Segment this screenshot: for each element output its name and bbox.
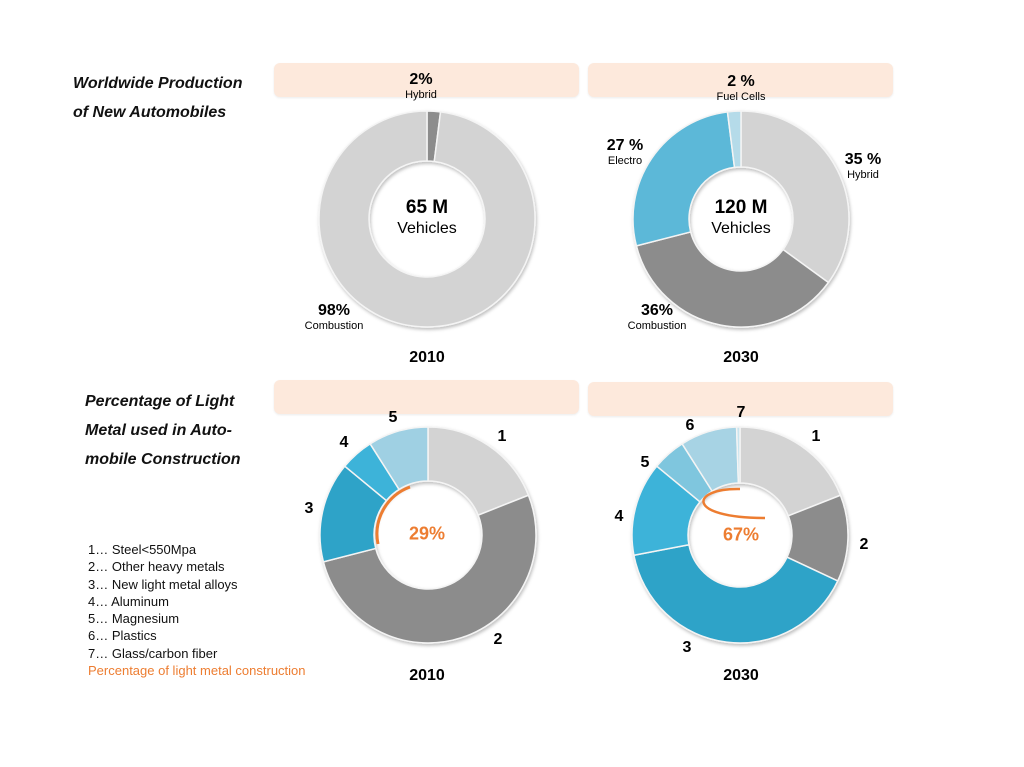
label-hybrid-2010-name: Hybrid — [405, 89, 437, 101]
legend-item-7: 7… Glass/carbon fiber — [88, 645, 218, 661]
segment-number-2030-1: 1 — [811, 428, 821, 445]
donut-segment-2030-3 — [633, 543, 839, 644]
donut-segment-2030-hybrid — [740, 110, 850, 284]
lightmetal-title-line1: Percentage of Light — [85, 393, 235, 410]
donut-segment-2030-7 — [735, 426, 741, 484]
label-fuelcells-2030: 2 % Fuel Cells — [717, 73, 766, 103]
label-combustion-2010-value: 98% — [317, 302, 351, 319]
center-total-2010: 65 M Vehicles — [397, 197, 457, 239]
label-hybrid-2010: 2% Hybrid — [405, 71, 437, 101]
segment-number-2030-6: 6 — [685, 417, 695, 434]
label-hybrid-2030-name: Hybrid — [847, 169, 879, 181]
center-total-2030-unit: Vehicles — [711, 220, 771, 237]
legend-item-4: 4… Aluminum — [88, 593, 169, 609]
year-label-lightmetal-2010: 2010 — [409, 667, 445, 684]
header-band-2030-lightmetal — [588, 382, 893, 416]
segment-number-2030-5: 5 — [640, 454, 650, 471]
donut-segment-2030-fuel-cells — [726, 110, 742, 169]
production-title-line2: of New Automobiles — [73, 104, 227, 121]
legend-item-2: 2… Other heavy metals — [88, 559, 225, 575]
donut-production-2030 — [632, 110, 850, 328]
light-metal-percentage-2010: 29% — [408, 523, 446, 544]
label-combustion-2010-name: Combustion — [304, 320, 364, 332]
label-combustion-2030-name: Combustion — [627, 320, 687, 332]
segment-number-2030-3: 3 — [682, 639, 692, 656]
center-total-2030-value: 120 M — [714, 197, 768, 218]
center-total-2030: 120 M Vehicles — [711, 197, 771, 239]
label-combustion-2010: 98% Combustion — [305, 302, 364, 332]
donut-segment-2010-5 — [369, 426, 429, 491]
segment-number-2010-5: 5 — [388, 409, 398, 426]
donut-segment-2010-2 — [322, 494, 537, 644]
donut-segment-2030-electro — [632, 111, 736, 247]
segment-number-2030-4: 4 — [614, 508, 624, 525]
production-title-line1: Worldwide Production — [73, 75, 243, 92]
production-section-title: Worldwide Production of New Automobiles — [73, 69, 242, 127]
donut-lightmetal-2030 — [631, 426, 849, 644]
center-total-2010-unit: Vehicles — [397, 220, 457, 237]
legend-item-3: 3… New light metal alloys — [88, 576, 238, 592]
segment-number-2010-2: 2 — [493, 631, 503, 648]
legend-item-1: 1… Steel<550Mpa — [88, 542, 197, 557]
lightmetal-title-line2: Metal used in Auto- — [85, 422, 232, 439]
segment-number-2030-2: 2 — [859, 536, 869, 553]
label-hybrid-2030-value: 35 % — [844, 151, 882, 168]
label-combustion-2030-value: 36% — [640, 302, 674, 319]
donut-segment-2030-combustion — [635, 231, 830, 328]
label-fuelcells-2030-value: 2 % — [727, 73, 755, 90]
lightmetal-section-title: Percentage of Light Metal used in Auto- … — [85, 387, 241, 474]
header-band-2010-production — [274, 63, 579, 97]
year-label-production-2030: 2030 — [723, 349, 759, 366]
light-metal-percentage-2030: 67% — [722, 524, 760, 545]
segment-number-2010-1: 1 — [497, 428, 507, 445]
label-hybrid-2030: 35 % Hybrid — [845, 151, 881, 181]
donut-segment-2010-combustion — [318, 110, 536, 328]
lightmetal-title-line3: mobile Construction — [85, 451, 241, 468]
segment-number-2010-3: 3 — [304, 500, 314, 517]
header-band-2010-lightmetal — [274, 380, 579, 414]
label-fuelcells-2030-name: Fuel Cells — [716, 91, 766, 103]
light-metal-arc-2030 — [702, 487, 766, 520]
year-label-lightmetal-2030: 2030 — [723, 667, 759, 684]
legend-highlight: Percentage of light metal construction — [88, 663, 306, 679]
legend-item-5: 5… Magnesium — [88, 611, 180, 627]
label-hybrid-2010-value: 2% — [409, 71, 433, 88]
center-total-2010-value: 65 M — [405, 197, 449, 218]
legend: 1… Steel<550Mpa 2… Other heavy metals 3…… — [88, 541, 306, 679]
donut-production-2010 — [318, 110, 536, 328]
label-electro-2030: 27 % Electro — [607, 137, 643, 167]
segment-number-2030-7: 7 — [736, 404, 746, 421]
segment-number-2010-4: 4 — [339, 434, 349, 451]
label-combustion-2030: 36% Combustion — [628, 302, 687, 332]
legend-item-6: 6… Plastics — [88, 628, 157, 644]
light-metal-arc-2010 — [375, 485, 411, 545]
header-band-2030-production — [588, 63, 893, 97]
label-electro-2030-name: Electro — [607, 155, 643, 167]
label-electro-2030-value: 27 % — [606, 137, 644, 154]
donut-lightmetal-2010 — [319, 426, 537, 644]
year-label-production-2010: 2010 — [409, 349, 445, 366]
